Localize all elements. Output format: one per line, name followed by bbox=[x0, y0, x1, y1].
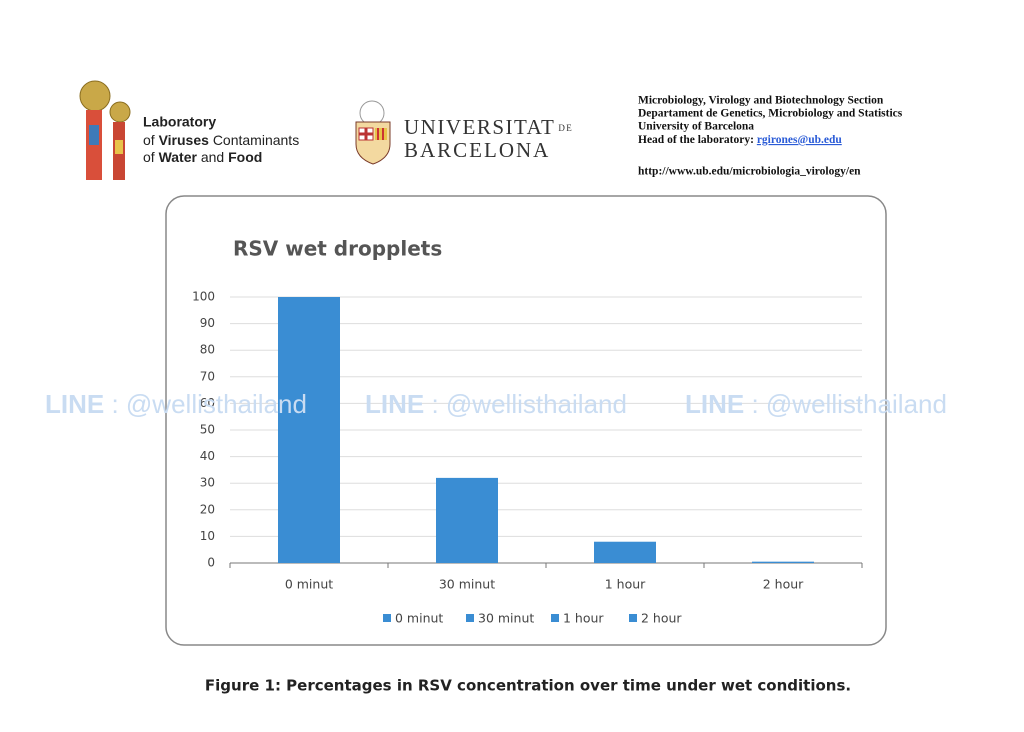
text: Water bbox=[159, 149, 198, 165]
chart-frame bbox=[165, 195, 887, 646]
lab-logo bbox=[79, 80, 131, 180]
plot: 0 10 20 30 40 50 60 70 80 90 100 0 minut 30 minut 1 h… bbox=[192, 290, 863, 626]
lab-line: of Viruses Contaminants bbox=[143, 132, 299, 148]
university-name: UNIVERSITAT DE bbox=[404, 115, 573, 139]
legend-swatch bbox=[551, 614, 559, 622]
lab-line: of Water and Food bbox=[143, 149, 262, 165]
bar bbox=[594, 541, 656, 563]
chart-title: RSV wet dropplets bbox=[233, 237, 442, 261]
text: LINE bbox=[365, 389, 424, 419]
email-link[interactable]: rgirones@ub.edu bbox=[757, 134, 843, 146]
text: DE bbox=[558, 123, 573, 133]
y-tick-label: 60 bbox=[200, 396, 215, 410]
text: Viruses bbox=[159, 132, 210, 148]
y-tick-label: 30 bbox=[200, 476, 215, 490]
caption: Figure 1: Percentages in RSV concentrati… bbox=[205, 677, 851, 695]
text: Food bbox=[228, 149, 262, 165]
text: Head of the laboratory: bbox=[638, 134, 754, 146]
text: Contaminants bbox=[213, 132, 299, 148]
section-url: http://www.ub.edu/microbiologia_virology… bbox=[638, 166, 861, 178]
university-name: BARCELONA bbox=[404, 138, 550, 162]
text: LINE bbox=[685, 389, 744, 419]
y-tick-label: 40 bbox=[200, 449, 215, 463]
x-tick-label: 1 hour bbox=[605, 577, 646, 592]
legend-label: 0 minut bbox=[395, 611, 443, 626]
section-line: University of Barcelona bbox=[638, 121, 754, 133]
text: of bbox=[143, 149, 155, 165]
x-tick-label: 30 minut bbox=[439, 577, 495, 592]
y-tick-label: 50 bbox=[200, 423, 215, 437]
x-tick-label: 2 hour bbox=[763, 577, 804, 592]
legend-label: 2 hour bbox=[641, 611, 682, 626]
x-tick-label: 0 minut bbox=[285, 577, 333, 592]
lab-name: Laboratory bbox=[143, 114, 216, 130]
y-tick-label: 80 bbox=[200, 343, 215, 357]
section-line: Departament de Genetics, Microbiology an… bbox=[638, 108, 903, 120]
section-line: Microbiology, Virology and Biotechnology… bbox=[638, 95, 884, 107]
y-tick-label: 70 bbox=[200, 369, 215, 383]
text: LINE bbox=[45, 389, 104, 419]
y-tick-label: 90 bbox=[200, 316, 215, 330]
bar bbox=[752, 561, 814, 563]
text: UNIVERSITAT bbox=[404, 115, 555, 139]
watermark: LINE : @wellisthailand bbox=[685, 389, 947, 419]
watermark: LINE : @wellisthailand bbox=[365, 389, 627, 419]
y-tick-label: 10 bbox=[200, 529, 215, 543]
y-tick-label: 100 bbox=[192, 290, 215, 304]
bar bbox=[278, 297, 340, 563]
y-tick-label: 0 bbox=[207, 556, 215, 570]
legend-swatch bbox=[629, 614, 637, 622]
university-shield bbox=[355, 100, 391, 165]
y-tick-label: 20 bbox=[200, 502, 215, 516]
text: and bbox=[201, 149, 224, 165]
text: of bbox=[143, 132, 155, 148]
legend-swatch bbox=[466, 614, 474, 622]
section-line: Head of the laboratory: rgirones@ub.edu bbox=[638, 134, 842, 146]
text: : @wellisthailand bbox=[751, 389, 946, 419]
watermark: LINE : @wellisthailand bbox=[45, 389, 307, 419]
legend-label: 1 hour bbox=[563, 611, 604, 626]
text: : @wellisthailand bbox=[431, 389, 626, 419]
legend-label: 30 minut bbox=[478, 611, 534, 626]
legend-swatch bbox=[383, 614, 391, 622]
bar bbox=[436, 477, 498, 563]
text: : @wellisthailand bbox=[111, 389, 306, 419]
